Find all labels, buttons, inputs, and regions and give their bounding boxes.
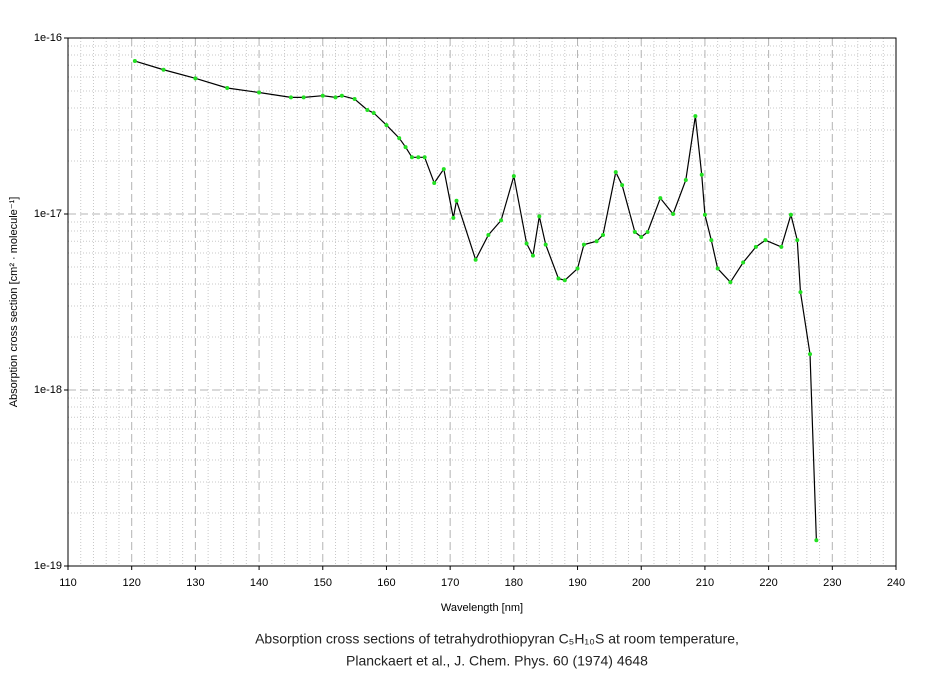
marker bbox=[601, 232, 606, 237]
marker bbox=[193, 76, 198, 81]
marker bbox=[562, 278, 567, 283]
marker bbox=[530, 253, 535, 258]
marker bbox=[288, 95, 293, 100]
marker bbox=[753, 244, 758, 249]
marker bbox=[225, 85, 230, 90]
marker bbox=[613, 170, 618, 175]
marker bbox=[715, 266, 720, 271]
y-axis-label: Absorption cross section [cm² · molecule… bbox=[8, 197, 20, 408]
marker bbox=[671, 212, 676, 216]
x-tick-label: 210 bbox=[696, 577, 714, 589]
x-tick-label: 220 bbox=[759, 577, 777, 589]
plot-frame bbox=[67, 37, 897, 567]
x-tick-label: 180 bbox=[505, 577, 523, 589]
marker bbox=[473, 257, 478, 262]
marker bbox=[798, 290, 803, 295]
marker bbox=[409, 155, 414, 160]
marker bbox=[451, 215, 456, 220]
marker bbox=[301, 95, 306, 100]
x-tick-label: 160 bbox=[377, 577, 395, 589]
marker bbox=[594, 239, 599, 244]
x-tick-label: 110 bbox=[59, 577, 77, 589]
marker bbox=[639, 235, 644, 240]
marker bbox=[365, 107, 370, 112]
marker bbox=[709, 238, 714, 243]
marker bbox=[814, 538, 819, 543]
x-tick-label: 120 bbox=[123, 577, 141, 589]
x-tick-label: 190 bbox=[568, 577, 586, 589]
marker bbox=[543, 242, 548, 247]
marker bbox=[632, 230, 637, 235]
marker bbox=[499, 218, 504, 223]
marker bbox=[352, 97, 357, 102]
marker bbox=[384, 123, 389, 128]
x-tick-label: 200 bbox=[632, 577, 650, 589]
marker bbox=[132, 59, 137, 64]
marker bbox=[702, 212, 707, 217]
marker bbox=[741, 260, 746, 265]
marker bbox=[403, 145, 408, 150]
marker bbox=[795, 238, 800, 243]
marker bbox=[339, 93, 344, 98]
marker bbox=[454, 198, 459, 203]
x-axis-label: Wavelength [nm] bbox=[441, 602, 523, 614]
marker bbox=[728, 280, 733, 285]
x-tick-label: 140 bbox=[250, 577, 268, 589]
marker bbox=[524, 241, 529, 246]
x-tick-label: 130 bbox=[186, 577, 204, 589]
marker bbox=[788, 212, 793, 217]
y-tick-label: 1e-17 bbox=[34, 208, 62, 220]
marker bbox=[422, 155, 427, 160]
chart-title: Planckaert et al., J. Chem. Phys. 60 (19… bbox=[346, 653, 648, 669]
marker bbox=[581, 242, 586, 247]
marker bbox=[556, 276, 561, 281]
marker bbox=[441, 167, 446, 172]
chart-title: Absorption cross sections of tetrahydrot… bbox=[255, 631, 739, 647]
marker bbox=[808, 352, 813, 357]
y-tick-label: 1e-16 bbox=[34, 32, 62, 44]
marker bbox=[693, 114, 698, 119]
marker bbox=[699, 172, 704, 177]
y-tick-label: 1e-18 bbox=[34, 384, 62, 396]
y-tick-label: 1e-19 bbox=[34, 560, 62, 572]
marker bbox=[161, 67, 166, 72]
marker bbox=[537, 214, 542, 219]
marker bbox=[763, 238, 768, 243]
marker bbox=[257, 90, 262, 95]
marker bbox=[486, 232, 491, 237]
marker bbox=[779, 244, 784, 249]
grid bbox=[67, 37, 897, 567]
x-tick-label: 150 bbox=[314, 577, 332, 589]
x-tick-label: 230 bbox=[823, 577, 841, 589]
marker bbox=[620, 183, 625, 188]
marker bbox=[575, 266, 580, 271]
marker bbox=[416, 155, 421, 160]
marker bbox=[397, 136, 402, 141]
marker bbox=[432, 181, 437, 186]
marker bbox=[658, 196, 663, 201]
marker bbox=[320, 93, 325, 98]
marker bbox=[371, 110, 376, 115]
marker bbox=[333, 95, 338, 100]
x-tick-label: 170 bbox=[441, 577, 459, 589]
marker bbox=[683, 178, 688, 183]
x-tick-label: 240 bbox=[887, 577, 905, 589]
line bbox=[134, 60, 817, 541]
marker bbox=[645, 230, 650, 235]
marker bbox=[511, 174, 516, 179]
